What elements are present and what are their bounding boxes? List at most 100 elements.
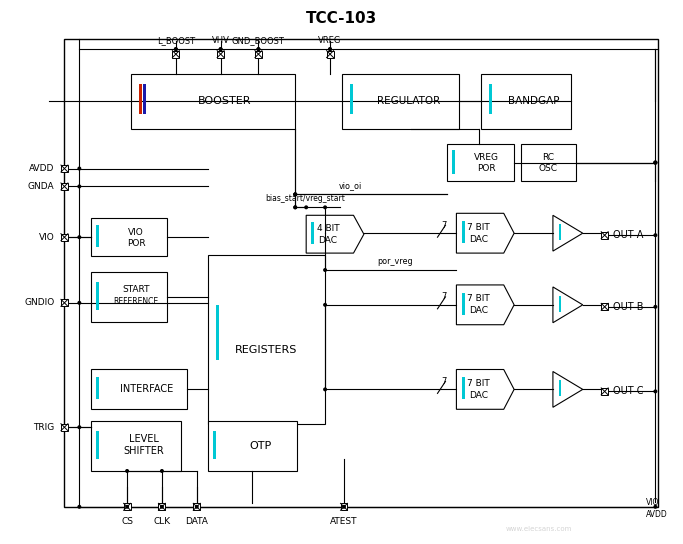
Text: 7: 7 [442,377,447,386]
Circle shape [174,47,178,51]
Text: CLK: CLK [154,517,171,526]
Circle shape [293,193,297,196]
Text: OSC: OSC [539,164,558,173]
Circle shape [160,505,164,509]
Text: CS: CS [121,517,133,526]
Text: TRIG: TRIG [33,423,55,432]
Text: GNDA: GNDA [28,182,55,191]
Text: VIO: VIO [646,498,660,508]
Bar [61,183,68,190]
Text: VIO: VIO [128,228,144,237]
Text: VREG: VREG [474,153,499,162]
Bar [452,150,456,174]
Text: TCC-103: TCC-103 [307,11,378,26]
Circle shape [293,205,297,209]
Text: REGISTERS: REGISTERS [235,344,298,355]
Circle shape [654,305,657,309]
Polygon shape [456,213,514,253]
Bar [208,255,325,424]
Bar [92,421,181,471]
Text: VHV: VHV [212,36,229,45]
Text: DAC: DAC [469,234,488,244]
Circle shape [77,425,81,429]
Bar [64,39,658,507]
Bar [601,232,608,239]
Bar [124,503,130,510]
Text: START: START [122,286,150,294]
Circle shape [323,387,327,391]
Circle shape [342,505,346,509]
Bar [462,378,465,399]
Circle shape [323,205,327,209]
Circle shape [654,160,657,164]
Text: www.elecsans.com: www.elecsans.com [506,526,572,531]
Text: GNDIO: GNDIO [24,298,55,307]
Text: INTERFACE: INTERFACE [120,385,173,394]
Text: por_vreg: por_vreg [377,257,413,266]
Bar [482,74,571,129]
Circle shape [293,205,297,209]
Bar [601,388,608,395]
Bar [96,431,99,459]
Text: REGULATOR: REGULATOR [377,96,441,107]
Circle shape [654,390,657,393]
Circle shape [256,47,260,51]
Circle shape [77,235,81,239]
Bar [61,424,68,431]
Text: 7: 7 [442,221,447,230]
Text: DAC: DAC [318,236,337,245]
Bar [341,503,348,510]
Bar [350,84,353,114]
Bar [489,84,492,114]
Bar [462,221,465,243]
Circle shape [77,301,81,305]
Bar [96,225,99,247]
Bar [216,305,219,360]
Bar [559,380,561,397]
Circle shape [77,184,81,188]
Bar [92,272,167,322]
Text: DAC: DAC [469,306,488,316]
Polygon shape [456,369,514,409]
Text: OTP: OTP [249,441,272,451]
Circle shape [323,268,327,272]
Text: DAC: DAC [469,391,488,400]
Bar [326,51,333,58]
Text: OUT B: OUT B [613,302,643,312]
Bar [311,222,313,244]
Bar [342,74,460,129]
Bar [559,224,561,240]
Text: LEVEL: LEVEL [129,434,159,444]
Text: OUT C: OUT C [613,386,643,397]
Circle shape [125,505,129,509]
Text: POR: POR [127,239,145,248]
Circle shape [219,47,223,51]
Circle shape [195,505,199,509]
Circle shape [293,193,297,196]
Text: REFERENCE: REFERENCE [113,298,158,306]
Bar [131,74,295,129]
Circle shape [77,166,81,170]
Text: 4 BIT: 4 BIT [317,224,339,233]
Bar [139,84,142,114]
Circle shape [328,47,332,51]
Text: VREG: VREG [318,36,342,45]
Text: OUT A: OUT A [613,230,643,240]
Polygon shape [553,215,583,251]
Text: POR: POR [477,164,496,173]
Text: 7 BIT: 7 BIT [467,379,490,388]
Bar [96,282,99,310]
Circle shape [160,469,164,473]
Text: BANDGAP: BANDGAP [508,96,560,107]
Circle shape [328,47,332,51]
Polygon shape [553,287,583,323]
Text: bias_start/vreg_start: bias_start/vreg_start [265,194,345,203]
Text: 7 BIT: 7 BIT [467,222,490,232]
Text: 7: 7 [442,292,447,301]
Bar [447,144,514,182]
Bar [255,51,262,58]
Bar [143,84,146,114]
Bar [61,299,68,306]
Text: vio_oi: vio_oi [338,181,361,190]
Text: AVDD: AVDD [646,510,668,520]
